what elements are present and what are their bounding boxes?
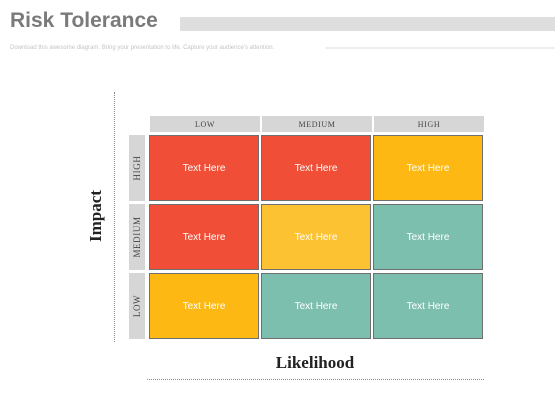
column-header-low: LOW (150, 116, 260, 132)
cell-high-low: Text Here (149, 135, 259, 201)
row-header-high: HIGH (129, 135, 145, 201)
cell-low-low: Text Here (149, 273, 259, 339)
x-axis-dotted-line (147, 379, 484, 380)
cell-high-medium: Text Here (261, 135, 371, 201)
cell-low-medium: Text Here (261, 273, 371, 339)
page-subtitle: Download this awesome diagram. Bring you… (10, 45, 275, 51)
y-axis-dotted-line (114, 92, 115, 342)
cell-high-high: Text Here (373, 135, 483, 201)
cell-medium-medium: Text Here (261, 204, 371, 270)
subtitle-decor-line (325, 47, 555, 49)
row-header-label: HIGH (132, 155, 142, 181)
cell-low-high: Text Here (373, 273, 483, 339)
row-header-medium: MEDIUM (129, 204, 145, 270)
column-header-high: HIGH (374, 116, 484, 132)
x-axis-label: Likelihood (275, 353, 355, 372)
column-header-medium: MEDIUM (262, 116, 372, 132)
y-axis-label: Impact (86, 190, 105, 242)
row-header-label: MEDIUM (132, 216, 142, 258)
page-title: Risk Tolerance (10, 9, 158, 32)
cell-medium-low: Text Here (149, 204, 259, 270)
title-decor-bar (180, 17, 555, 31)
row-header-label: LOW (132, 294, 142, 318)
cell-medium-high: Text Here (373, 204, 483, 270)
row-header-low: LOW (129, 273, 145, 339)
